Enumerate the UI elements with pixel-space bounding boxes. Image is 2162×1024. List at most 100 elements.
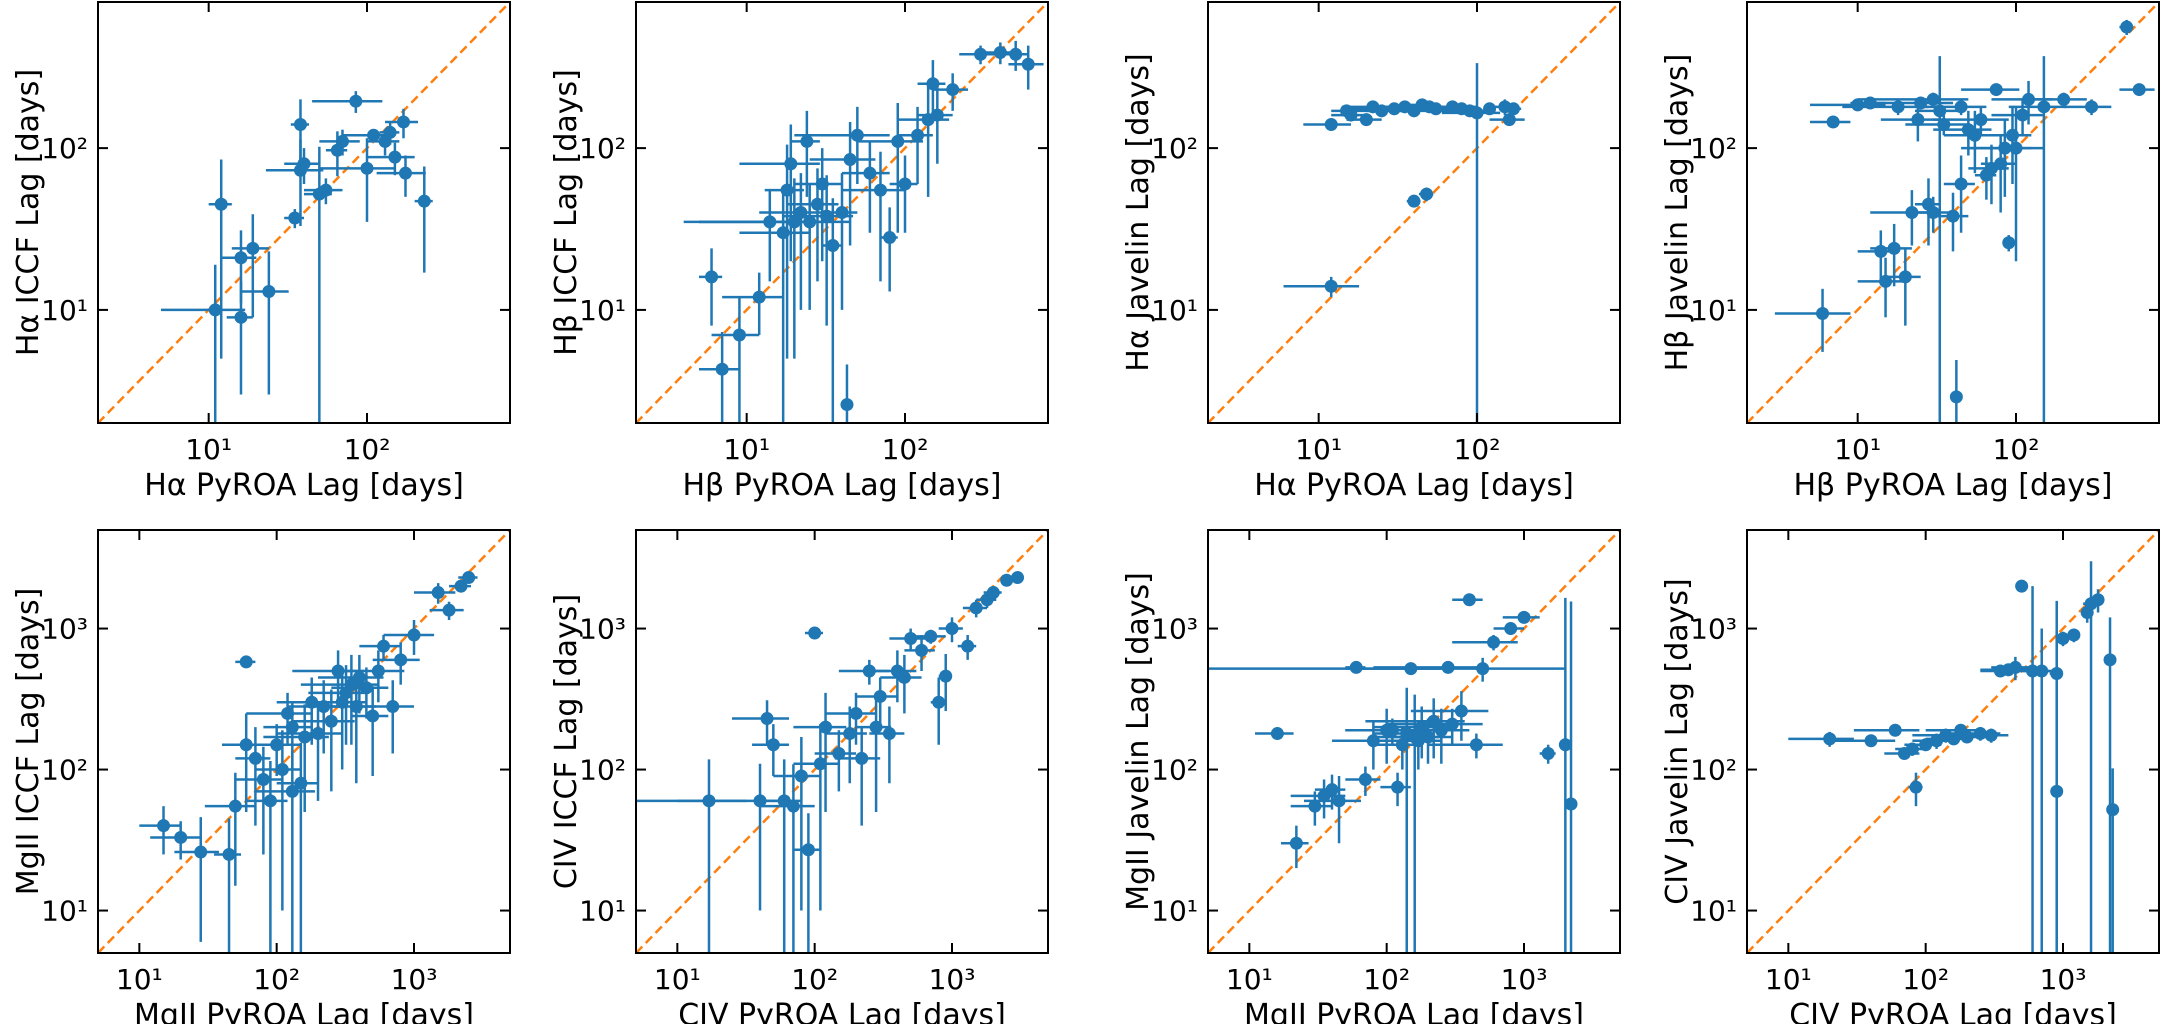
point	[763, 215, 777, 229]
x-axis-label: MgII PyROA Lag [days]	[134, 998, 474, 1024]
point	[262, 284, 276, 298]
point	[1919, 738, 1933, 752]
point	[263, 794, 277, 808]
point	[1905, 206, 1919, 219]
point	[1469, 738, 1483, 752]
point	[820, 209, 834, 223]
x-axis-label: Hα PyROA Lag [days]	[1254, 468, 1574, 503]
x-axis-label: Hβ PyROA Lag [days]	[683, 468, 1002, 503]
x-tick-label: 10²	[1363, 963, 1410, 996]
point	[815, 177, 829, 191]
point	[849, 706, 863, 720]
point	[2026, 664, 2040, 678]
point	[1504, 622, 1518, 636]
point	[760, 712, 774, 726]
point	[256, 773, 270, 787]
point	[1879, 274, 1893, 288]
point	[883, 231, 897, 245]
point	[1874, 244, 1888, 258]
point	[394, 653, 408, 667]
point	[1558, 738, 1572, 752]
point	[702, 794, 716, 808]
point	[974, 47, 988, 61]
x-tick-label: 10¹	[1765, 963, 1812, 996]
point	[1864, 734, 1878, 748]
point	[932, 695, 946, 709]
y-axis-label: CIV ICCF Lag [days]	[549, 594, 584, 889]
y-tick-label: 10²	[41, 132, 88, 165]
y-tick-label: 10²	[1151, 132, 1198, 165]
x-tick-label: 10²	[1993, 433, 2040, 466]
point	[298, 730, 312, 744]
y-tick-label: 10²	[579, 754, 626, 787]
y-axis-label: Hα ICCF Lag [days]	[11, 69, 46, 356]
point	[248, 751, 262, 765]
y-tick-label: 10³	[41, 613, 88, 646]
point	[1989, 83, 2003, 97]
point	[930, 108, 944, 122]
y-axis-label: MgII Javelin Lag [days]	[1121, 572, 1156, 911]
x-axis-label: CIV PyROA Lag [days]	[1789, 998, 2117, 1024]
point	[2106, 803, 2120, 817]
point	[1359, 113, 1373, 127]
point	[1408, 730, 1422, 744]
y-axis-label: Hα Javelin Lag [days]	[1121, 53, 1156, 371]
point	[1441, 660, 1455, 674]
point	[873, 183, 887, 197]
x-axis-label: CIV PyROA Lag [days]	[678, 998, 1006, 1024]
point	[784, 157, 798, 171]
point	[1974, 113, 1988, 127]
y-tick-label: 10²	[1690, 132, 1737, 165]
point	[324, 714, 338, 728]
x-tick-label: 10²	[253, 963, 300, 996]
point	[1445, 717, 1459, 731]
point	[2132, 83, 2146, 97]
x-tick-label: 10¹	[1295, 433, 1342, 466]
x-tick-label: 10²	[791, 963, 838, 996]
point	[1909, 780, 1923, 794]
y-tick-label: 10³	[1151, 613, 1198, 646]
point	[873, 689, 887, 703]
point	[2120, 20, 2134, 34]
point	[1385, 723, 1399, 737]
point	[882, 727, 896, 741]
y-tick-label: 10¹	[1151, 294, 1198, 327]
point	[786, 799, 800, 813]
x-tick-label: 10²	[882, 433, 929, 466]
point	[1289, 836, 1303, 850]
point	[794, 206, 808, 219]
point	[239, 655, 253, 669]
point	[2057, 92, 2071, 106]
point	[766, 738, 780, 752]
point	[1387, 102, 1401, 116]
point	[1270, 727, 1284, 741]
y-tick-label: 10³	[1690, 613, 1737, 646]
point	[1476, 662, 1490, 676]
plot-area	[1747, 2, 2159, 423]
point	[377, 639, 391, 653]
point	[317, 700, 331, 714]
point	[819, 720, 833, 734]
y-axis-label: MgII ICCF Lag [days]	[11, 588, 46, 896]
point	[904, 632, 918, 646]
plot-area	[98, 2, 510, 423]
x-tick-label: 10³	[391, 963, 438, 996]
point	[214, 197, 228, 211]
point	[1324, 117, 1338, 131]
identity-line	[98, 2, 510, 423]
point	[2091, 593, 2105, 607]
point	[396, 115, 410, 129]
axes-frame	[1207, 529, 1621, 954]
y-tick-label: 10¹	[579, 294, 626, 327]
plot-area	[98, 530, 510, 953]
axes-frame	[97, 1, 511, 424]
y-tick-label: 10¹	[41, 294, 88, 327]
point	[1541, 746, 1555, 760]
point	[835, 206, 849, 219]
point	[2103, 653, 2117, 667]
point	[246, 241, 260, 255]
point	[208, 303, 222, 317]
